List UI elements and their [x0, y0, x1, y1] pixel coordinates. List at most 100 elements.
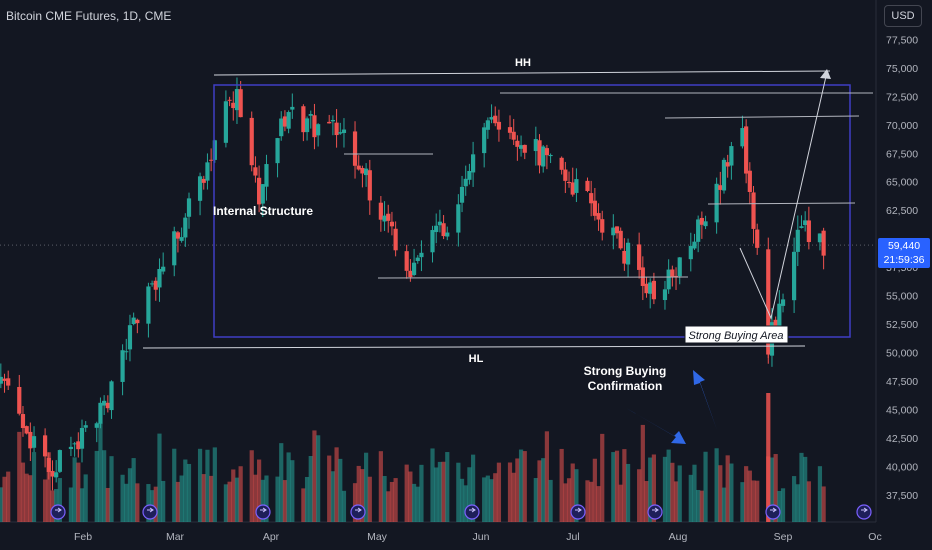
- hh-line[interactable]: [213, 70, 831, 76]
- candle-body: [120, 350, 125, 382]
- event-marker-glyph: [355, 507, 362, 513]
- volume-bar: [651, 454, 656, 522]
- volume-bar: [183, 459, 188, 522]
- resistance-line-2[interactable]: [664, 115, 860, 119]
- volume-bar: [264, 475, 269, 522]
- candle-body: [806, 220, 811, 243]
- volume-bar: [179, 475, 184, 522]
- volume-bar: [806, 481, 811, 522]
- candle-body: [518, 145, 524, 149]
- volume-bar: [696, 489, 701, 522]
- volume-bar: [662, 456, 668, 522]
- price-tick-label: 52,500: [886, 319, 918, 331]
- candle-body: [548, 154, 553, 157]
- candle-body: [755, 229, 760, 248]
- candle-body: [386, 213, 391, 221]
- candle-body: [201, 178, 206, 183]
- candle-body: [673, 275, 679, 277]
- volume-bar: [803, 456, 808, 522]
- volume-bar: [566, 478, 572, 522]
- volume-bar: [172, 448, 177, 522]
- volume-bar: [415, 486, 420, 522]
- volume-bar: [559, 448, 564, 522]
- candle-body: [485, 120, 490, 130]
- volume-bar: [43, 479, 48, 522]
- candle-body: [124, 351, 129, 353]
- candle-body: [327, 121, 332, 124]
- candle-body: [183, 217, 188, 238]
- time-tick-label: Mar: [166, 531, 185, 543]
- candle-body: [102, 400, 107, 406]
- candle-body: [98, 402, 103, 424]
- volume-bar: [223, 484, 228, 522]
- volume-bar: [24, 473, 29, 522]
- volume-bar: [197, 448, 203, 522]
- volume-bar: [28, 475, 33, 522]
- candle-body: [150, 283, 155, 285]
- volume-bar: [611, 452, 616, 522]
- resistance-line-3[interactable]: [707, 202, 856, 205]
- volume-bar: [327, 455, 332, 522]
- volume-bar: [301, 488, 306, 522]
- volume-bar: [515, 458, 520, 522]
- volume-bar: [57, 478, 62, 522]
- candle-body: [666, 269, 671, 290]
- candle-body: [6, 378, 11, 386]
- volume-bar: [721, 487, 727, 522]
- candle-body: [537, 140, 542, 166]
- volume-bar: [795, 484, 800, 522]
- volume-bar: [386, 491, 391, 522]
- candle-body: [186, 198, 192, 217]
- candle-body: [744, 126, 749, 174]
- candle-body: [817, 233, 823, 243]
- volume-bar: [257, 459, 262, 522]
- candle-body: [570, 182, 575, 195]
- price-tick-label: 40,000: [886, 461, 918, 473]
- hl-line[interactable]: [142, 345, 806, 349]
- volume-bar: [2, 476, 7, 522]
- price-axis[interactable]: [876, 0, 932, 550]
- candle-body: [20, 414, 26, 429]
- internal-low-line[interactable]: [377, 276, 689, 279]
- currency-button[interactable]: USD: [884, 5, 922, 27]
- candle-body: [740, 128, 745, 147]
- candle-body: [153, 280, 158, 290]
- volume-bar: [17, 431, 22, 522]
- time-tick-label: May: [367, 531, 388, 543]
- candle-body: [43, 435, 48, 457]
- candle-body: [393, 228, 398, 251]
- candle-body: [17, 386, 22, 414]
- volume-bar: [437, 461, 442, 522]
- volume-bar: [518, 449, 524, 522]
- strong-buying-area-box[interactable]: [684, 325, 789, 344]
- candle-body: [79, 427, 85, 449]
- candle-body: [637, 244, 642, 270]
- candle-body: [382, 215, 387, 222]
- volume-bar: [482, 477, 487, 522]
- candle-body: [600, 219, 605, 233]
- volume-bar: [109, 456, 114, 522]
- internal-structure-label: Internal Structure: [213, 204, 313, 218]
- time-tick-label: Jun: [473, 531, 490, 543]
- volume-bar: [821, 486, 826, 522]
- volume-bar: [186, 463, 192, 522]
- volume-bar: [393, 478, 398, 522]
- hl-label: HL: [469, 353, 484, 365]
- time-tick-label: Aug: [669, 531, 688, 543]
- volume-bar: [673, 481, 679, 522]
- volume-bar: [522, 451, 527, 522]
- candle-body: [507, 127, 513, 133]
- projection-path[interactable]: [739, 71, 828, 320]
- volume-bar: [744, 466, 749, 522]
- event-markers[interactable]: [50, 504, 872, 520]
- candle-body: [721, 159, 727, 191]
- volume-bar: [574, 469, 579, 522]
- volume-bar: [378, 451, 383, 522]
- volume-bar: [408, 471, 413, 522]
- candle-body: [24, 426, 29, 434]
- range-box[interactable]: [213, 84, 851, 338]
- candle-body: [773, 319, 778, 327]
- candle-body: [677, 257, 682, 277]
- volume-bar: [677, 465, 682, 522]
